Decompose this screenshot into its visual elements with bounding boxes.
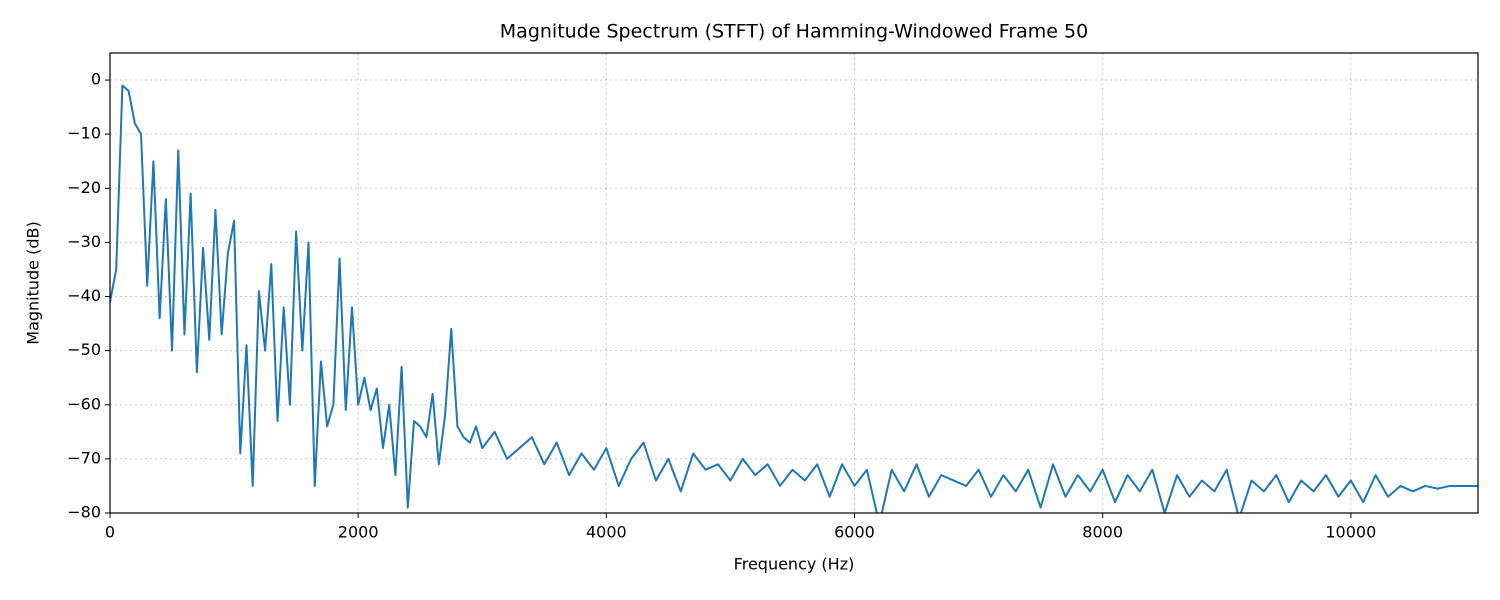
y-tick-label: −50 [67, 340, 101, 359]
grid [109, 53, 1478, 514]
y-tick-label: −60 [67, 394, 101, 413]
y-tick-label: −30 [67, 232, 101, 251]
x-tick-label: 2000 [338, 523, 379, 542]
y-tick-label: −20 [67, 178, 101, 197]
plot-frame [109, 52, 1479, 514]
x-axis-label: Frequency (Hz) [734, 555, 855, 574]
x-tick-label: 0 [105, 523, 115, 542]
x-tick-label: 8000 [1082, 523, 1123, 542]
x-tick-label: 4000 [586, 523, 627, 542]
x-tick-label: 6000 [834, 523, 875, 542]
y-tick-label: −10 [67, 124, 101, 143]
y-tick-label: 0 [91, 70, 101, 89]
ticks: 0 2000 4000 6000 8000 10000 −80 −70 −60 −50 −40 −30… [67, 70, 1376, 542]
y-tick-label: −70 [67, 448, 101, 467]
chart-title: Magnitude Spectrum (STFT) of Hamming-Win… [500, 21, 1088, 43]
x-tick-label: 10000 [1325, 523, 1376, 542]
y-tick-label: −40 [67, 286, 101, 305]
plot-area [110, 84, 1478, 513]
y-tick-label: −80 [67, 503, 101, 522]
y-axis-label: Magnitude (dB) [24, 221, 43, 344]
spectrum-line [110, 84, 1478, 513]
